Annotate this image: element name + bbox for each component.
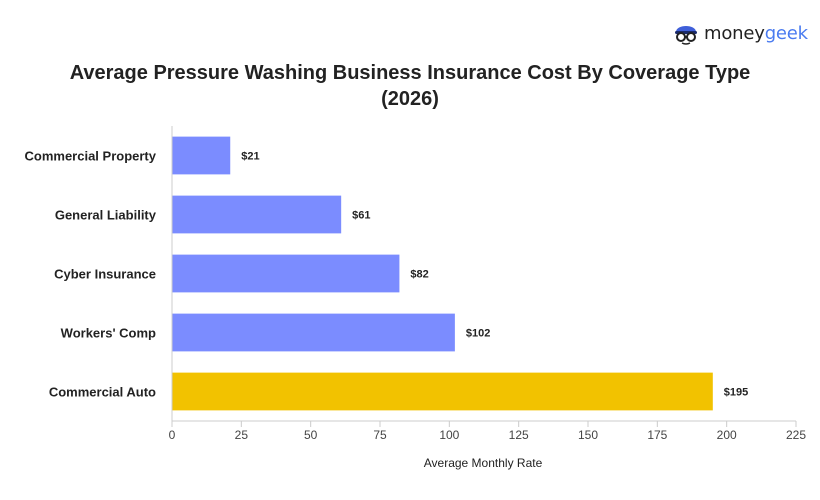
bar-4 — [172, 372, 713, 411]
bar-1 — [172, 195, 342, 234]
x-axis-label: Average Monthly Rate — [424, 456, 543, 470]
x-tick-label-0: 0 — [169, 428, 176, 442]
x-tick-label-9: 225 — [786, 428, 806, 442]
data-label-2: $82 — [410, 269, 428, 281]
y-tick-label-0: Commercial Property — [25, 149, 157, 164]
x-tick-label-3: 75 — [373, 428, 387, 442]
chart-title: Average Pressure Washing Business Insura… — [0, 60, 820, 112]
x-tick-label-5: 125 — [509, 428, 529, 442]
chart-title-line1: Average Pressure Washing Business Insura… — [69, 62, 751, 84]
x-tick-label-2: 50 — [304, 428, 318, 442]
bar-2 — [172, 254, 400, 293]
bar-3 — [172, 313, 455, 352]
x-tick-label-8: 200 — [717, 428, 737, 442]
y-tick-label-3: Workers' Comp — [61, 326, 156, 341]
x-tick-label-1: 25 — [235, 428, 249, 442]
brand-name: moneygeek — [704, 23, 808, 44]
y-axis: Commercial Property General Liability Cybe… — [25, 126, 173, 421]
data-label-3: $102 — [466, 328, 490, 340]
data-label-0: $21 — [241, 151, 259, 163]
y-tick-label-2: Cyber Insurance — [54, 267, 156, 282]
x-tick-label-7: 175 — [647, 428, 667, 442]
bar-0 — [172, 136, 231, 175]
x-tick-label-4: 100 — [439, 428, 459, 442]
y-tick-label-1: General Liability — [55, 208, 157, 223]
data-label-1: $61 — [352, 210, 370, 222]
data-label-4: $195 — [724, 387, 748, 399]
brand-name-part2: geek — [764, 22, 808, 44]
x-tick-label-6: 150 — [578, 428, 598, 442]
bars-group: $21 $61 $82 $102 $195 — [172, 136, 748, 411]
y-tick-label-4: Commercial Auto — [49, 385, 156, 400]
brand-name-part1: money — [704, 22, 765, 44]
glasses-face-icon — [675, 26, 697, 45]
chart-title-line2: (2026) — [381, 88, 439, 110]
x-axis: 0 25 50 75 100 125 150 175 200 225 — [169, 420, 806, 442]
brand-logo: moneygeek — [673, 20, 808, 46]
